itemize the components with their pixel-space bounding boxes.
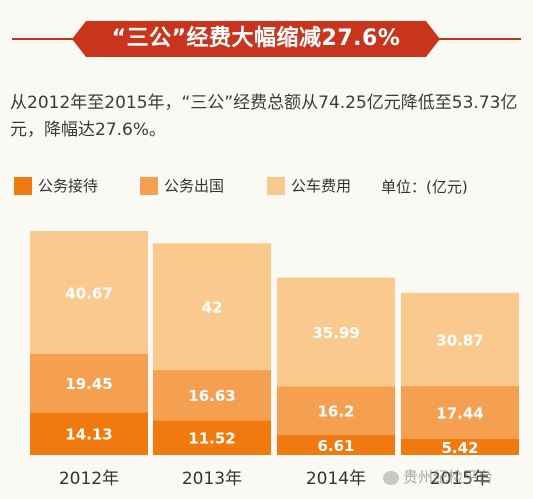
bar-segment-overseas [30,353,148,413]
watermark: 贵州纪检平台 [383,466,493,487]
bar-segment-reception [153,420,271,455]
legend-swatch-reception [14,177,32,195]
data-label-vehicles: 35.99 [312,324,359,342]
data-label-vehicles: 42 [202,299,223,317]
bar-segment-overseas [277,386,395,436]
description-text: 从2012年至2015年，“三公”经费总额从74.25亿元降低至53.73亿元，… [10,93,518,140]
bar-segment-vehicles [401,292,519,387]
title-banner: “三公”经费大幅缩减27.6% [0,21,533,57]
wechat-icon [383,470,399,485]
x-tick-label: 2015年 [430,469,490,489]
legend-label-reception: 公务接待 [38,177,99,195]
data-label-reception: 11.52 [188,430,235,448]
page-title: “三公”经费大幅缩减27.6% [72,21,440,57]
data-label-overseas: 19.45 [65,375,112,393]
data-label-reception: 5.42 [441,439,478,457]
data-label-reception: 6.61 [317,437,354,455]
x-tick-label: 2013年 [182,469,242,489]
legend-label-overseas: 公务出国 [164,177,225,195]
data-label-overseas: 16.2 [317,403,354,421]
bar-segment-vehicles [30,231,148,354]
data-label-vehicles: 30.87 [436,331,483,349]
bar-segment-vehicles [277,277,395,387]
bar-segment-reception [30,412,148,455]
legend-swatch-vehicles [267,177,285,195]
unit-label: 单位：(亿元) [381,178,468,196]
bar-segment-reception [277,435,395,455]
bar-segment-reception [401,438,519,455]
watermark-text: 贵州纪检平台 [403,468,494,486]
data-label-overseas: 16.63 [188,387,235,405]
bar-segment-overseas [153,370,271,421]
bar-segment-vehicles [153,243,271,371]
data-label-vehicles: 40.67 [65,284,112,302]
x-tick-label: 2012年 [59,469,119,489]
data-label-reception: 14.13 [65,426,112,444]
data-label-overseas: 17.44 [436,404,483,422]
bar-segment-overseas [401,386,519,439]
legend-label-vehicles: 公车费用 [291,177,352,195]
x-tick-label: 2014年 [306,469,366,489]
legend-swatch-overseas [140,177,158,195]
